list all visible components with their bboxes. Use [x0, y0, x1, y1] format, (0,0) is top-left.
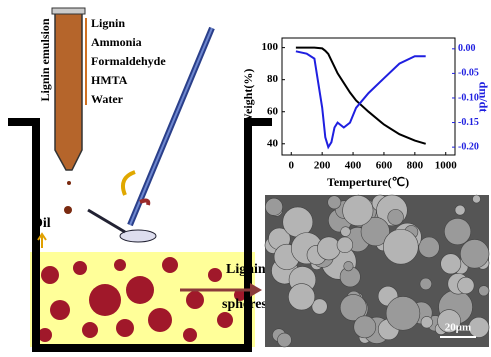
particle [337, 237, 353, 253]
particle [455, 205, 465, 215]
product-label: Lignin [226, 262, 266, 277]
data-line [296, 51, 426, 147]
product-label: spheres [222, 297, 267, 312]
particle [386, 296, 420, 330]
particle [458, 277, 475, 294]
y-tick-label: 40 [267, 137, 279, 149]
particle [420, 278, 432, 290]
ingredient: Water [91, 92, 124, 106]
burette-cap [52, 8, 85, 14]
arrow-head [250, 283, 262, 297]
burette [55, 12, 82, 170]
y2-tick-label: -0.15 [458, 117, 479, 128]
ingredient: Lignin [91, 16, 125, 30]
particle [317, 237, 340, 260]
ingredient: Ammonia [91, 35, 142, 49]
particle [469, 317, 489, 337]
particle [341, 227, 351, 237]
ingredient: Formaldehyde [91, 54, 166, 68]
x-tick-label: 200 [314, 160, 331, 172]
x-axis-label: Temperture(℃) [327, 175, 409, 189]
particle [354, 316, 376, 338]
y-tick-label: 60 [267, 105, 279, 117]
scale-label: 20μm [445, 322, 471, 334]
oil-label: Oil [32, 216, 51, 231]
particle [383, 229, 418, 264]
y-tick-label: 100 [262, 41, 279, 53]
y-axis-label: Weight(%) [241, 69, 255, 126]
x-tick-label: 600 [376, 160, 393, 172]
y2-tick-label: -0.05 [458, 68, 479, 79]
particle [479, 286, 489, 296]
x-tick-label: 0 [289, 160, 295, 172]
drop [67, 181, 71, 185]
particle [388, 209, 404, 225]
page: {"labels": {"emulsion": "Lignin emulsion… [0, 0, 491, 352]
paddle-arm [88, 210, 125, 232]
particle [419, 237, 440, 258]
y-tick-label: 80 [267, 73, 279, 85]
y2-tick-label: -0.20 [458, 141, 479, 152]
particle [328, 196, 341, 209]
rotation-arrow [123, 172, 135, 195]
ingredient: HMTA [91, 73, 128, 87]
figure: Lignin emulsion Lignin Ammonia Formaldeh… [0, 0, 491, 352]
x-tick-label: 400 [345, 160, 362, 172]
particle [343, 195, 373, 225]
particle [277, 333, 291, 347]
particle [344, 261, 353, 270]
x-tick-label: 1000 [435, 160, 458, 172]
y2-tick-label: -0.10 [458, 92, 479, 103]
particle [288, 284, 314, 310]
y2-tick-label: 0.00 [458, 43, 476, 54]
emulsion-label: Lignin emulsion [38, 18, 52, 101]
particle [444, 218, 470, 244]
particle [460, 239, 489, 268]
particle [472, 195, 480, 203]
x-tick-label: 800 [407, 160, 424, 172]
particle [265, 198, 282, 215]
drop [64, 206, 72, 214]
paddle [120, 230, 156, 242]
particle [421, 316, 433, 328]
particle [441, 254, 461, 274]
